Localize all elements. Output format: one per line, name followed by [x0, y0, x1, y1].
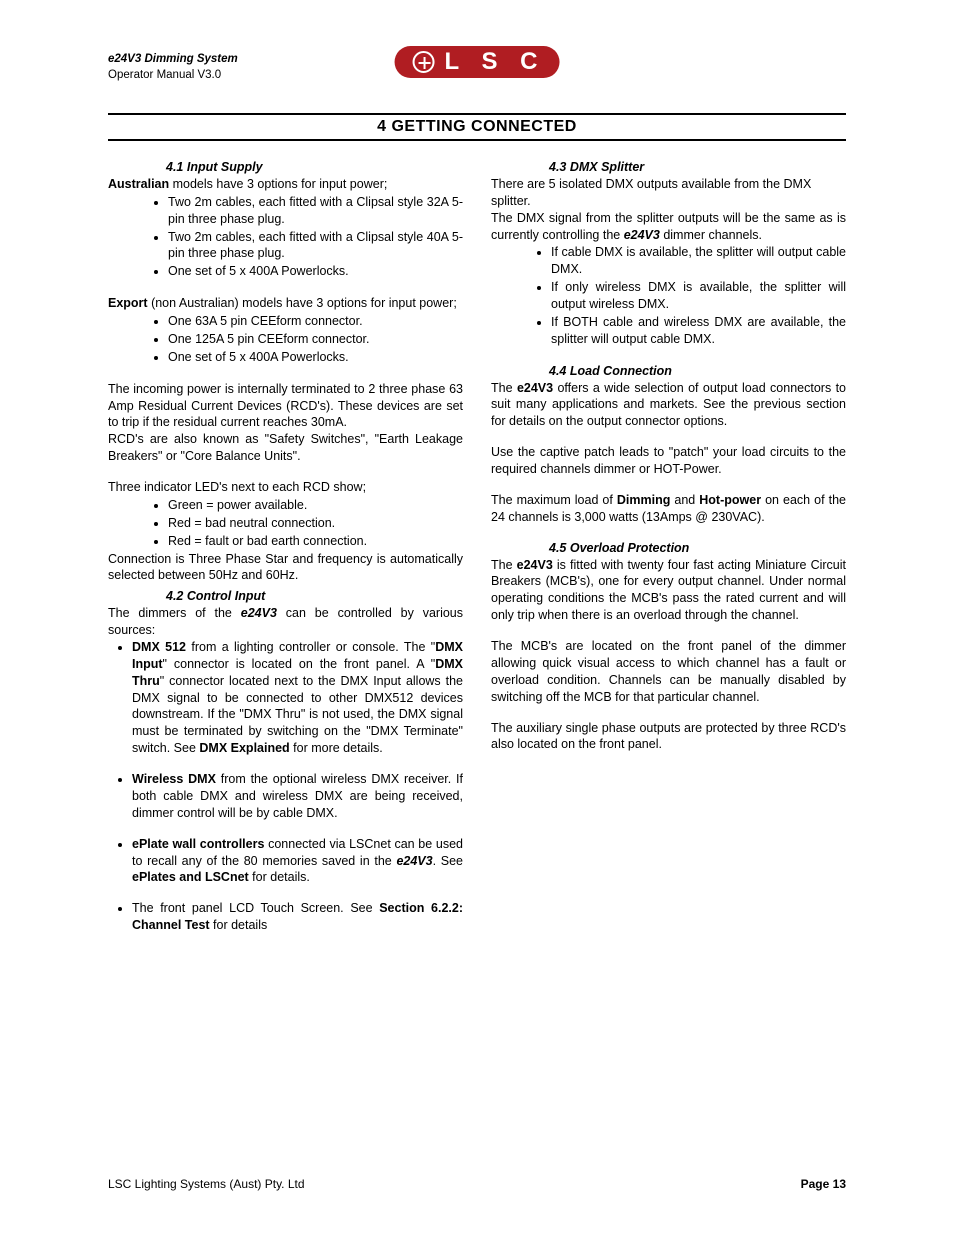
para-rcd-1: The incoming power is internally termina… — [108, 381, 463, 432]
list-item: ePlate wall controllers connected via LS… — [132, 836, 463, 887]
list-item: Green = power available. — [168, 497, 463, 514]
para-45-3: The auxiliary single phase outputs are p… — [491, 720, 846, 754]
list-item: DMX 512 from a lighting controller or co… — [132, 639, 463, 757]
right-column: 4.3 DMX Splitter There are 5 isolated DM… — [491, 159, 846, 948]
doc-title-line2: Operator Manual V3.0 — [108, 68, 238, 84]
list-item: One 125A 5 pin CEEform connector. — [168, 331, 463, 348]
list-item: Wireless DMX from the optional wireless … — [132, 771, 463, 822]
list-item: Red = bad neutral connection. — [168, 515, 463, 532]
list-item: Two 2m cables, each fitted with a Clipsa… — [168, 194, 463, 228]
heading-4-2: 4.2 Control Input — [166, 588, 463, 605]
logo-text: L S C — [445, 48, 546, 76]
para-45-1: The e24V3 is fitted with twenty four fas… — [491, 557, 846, 625]
list-item: Red = fault or bad earth connection. — [168, 533, 463, 550]
heading-4-1: 4.1 Input Supply — [166, 159, 463, 176]
control-sources: DMX 512 from a lighting controller or co… — [132, 639, 463, 934]
list-item: If only wireless DMX is available, the s… — [551, 279, 846, 313]
list-item: One set of 5 x 400A Powerlocks. — [168, 263, 463, 280]
header-left: e24V3 Dimming System Operator Manual V3.… — [108, 52, 238, 83]
para-44-2: Use the captive patch leads to "patch" y… — [491, 444, 846, 478]
footer-page: Page 13 — [801, 1177, 846, 1191]
content-columns: 4.1 Input Supply Australian models have … — [108, 159, 846, 948]
list-item: One set of 5 x 400A Powerlocks. — [168, 349, 463, 366]
led-list: Green = power available. Red = bad neutr… — [168, 497, 463, 550]
para-export-intro: Export (non Australian) models have 3 op… — [108, 295, 463, 312]
list-item: One 63A 5 pin CEEform connector. — [168, 313, 463, 330]
para-rcd-2: RCD's are also known as "Safety Switches… — [108, 431, 463, 465]
heading-4-5: 4.5 Overload Protection — [549, 540, 846, 557]
list-item: The front panel LCD Touch Screen. See Se… — [132, 900, 463, 934]
left-column: 4.1 Input Supply Australian models have … — [108, 159, 463, 948]
para-44-1: The e24V3 offers a wide selection of out… — [491, 380, 846, 431]
para-aus-intro: Australian models have 3 options for inp… — [108, 176, 463, 193]
export-options: One 63A 5 pin CEEform connector. One 125… — [168, 313, 463, 366]
list-item: If cable DMX is available, the splitter … — [551, 244, 846, 278]
splitter-list: If cable DMX is available, the splitter … — [551, 244, 846, 347]
para-45-2: The MCB's are located on the front panel… — [491, 638, 846, 706]
para-44-3: The maximum load of Dimming and Hot-powe… — [491, 492, 846, 526]
footer-left: LSC Lighting Systems (Aust) Pty. Ltd — [108, 1177, 305, 1191]
para-42-intro: The dimmers of the e24V3 can be controll… — [108, 605, 463, 639]
page-footer: LSC Lighting Systems (Aust) Pty. Ltd Pag… — [108, 1177, 846, 1191]
doc-title-line1: e24V3 Dimming System — [108, 52, 238, 68]
list-item: Two 2m cables, each fitted with a Clipsa… — [168, 229, 463, 263]
section-title: 4 GETTING CONNECTED — [108, 113, 846, 141]
brand-logo: L S C — [395, 46, 560, 78]
logo-icon — [413, 51, 435, 73]
heading-4-3: 4.3 DMX Splitter — [549, 159, 846, 176]
para-freq: Connection is Three Phase Star and frequ… — [108, 551, 463, 585]
aus-options: Two 2m cables, each fitted with a Clipsa… — [168, 194, 463, 280]
para-43-2: The DMX signal from the splitter outputs… — [491, 210, 846, 244]
para-led-intro: Three indicator LED's next to each RCD s… — [108, 479, 463, 496]
para-43-1: There are 5 isolated DMX outputs availab… — [491, 176, 846, 210]
list-item: If BOTH cable and wireless DMX are avail… — [551, 314, 846, 348]
heading-4-4: 4.4 Load Connection — [549, 363, 846, 380]
